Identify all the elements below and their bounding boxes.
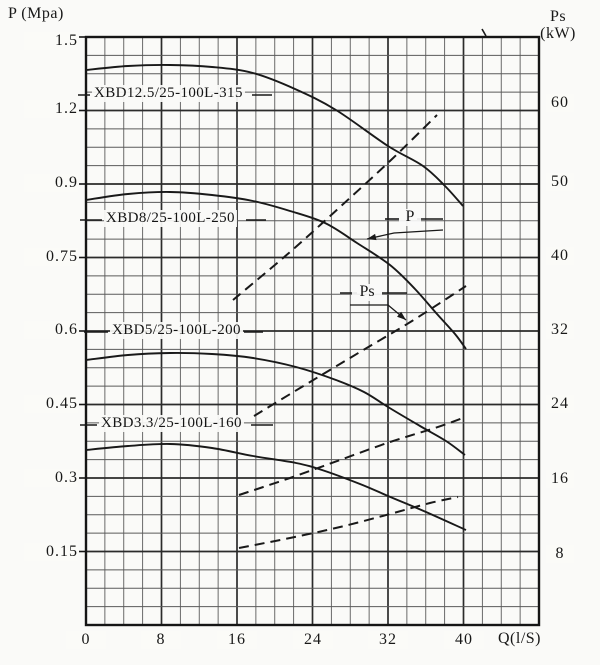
curve-label-xbd5: XBD5/25-100L-200 <box>110 322 243 339</box>
left-axis-title: P (Mpa) <box>8 5 64 22</box>
xbd5-ps-curve <box>238 417 464 496</box>
plot-border <box>84 35 541 627</box>
right-axis-title-symbol: Ps <box>549 8 567 25</box>
p-axis-tick-label-0.6: 0.6 <box>24 321 78 339</box>
xbd3-3-p-curve <box>85 443 467 531</box>
ps-axis-tick-label-32: 32 <box>546 321 574 339</box>
ps-leader-arrowhead <box>397 311 406 320</box>
ps-axis-tick-label-50: 50 <box>546 173 574 191</box>
ps-axis-tick-label-24: 24 <box>546 395 574 413</box>
xbd12-5-p-curve <box>85 64 464 207</box>
ps-axis-tick-label-8: 8 <box>546 545 574 563</box>
xbd3-3-ps-curve <box>238 496 459 549</box>
curve-label-xbd12-5: XBD12.5/25-100L-315 <box>92 85 245 102</box>
q-axis-tick-label-16: 16 <box>217 631 257 649</box>
p-curve-marker-label: P <box>399 208 421 226</box>
p-axis-tick-label-0.9: 0.9 <box>24 174 78 192</box>
scan-speck <box>481 28 487 37</box>
ps-axis-tick-label-16: 16 <box>546 470 574 488</box>
ps-curve-marker-label: Ps <box>352 283 382 301</box>
xbd5-p-curve <box>85 352 466 456</box>
p-axis-tick-label-0.15: 0.15 <box>24 543 78 561</box>
x-axis-title: Q(l/S) <box>498 630 541 647</box>
q-axis-tick-label-8: 8 <box>141 631 181 649</box>
q-axis-tick-label-24: 24 <box>293 631 333 649</box>
ps-axis-tick-label-40: 40 <box>546 247 574 265</box>
p-axis-tick-label-1.5: 1.5 <box>24 32 78 50</box>
q-axis-tick-label-0: 0 <box>66 631 106 649</box>
p-leader-arrowhead <box>367 233 377 241</box>
curve-label-xbd3-3: XBD3.3/25-100L-160 <box>99 415 244 432</box>
p-axis-tick-label-1.2: 1.2 <box>24 100 78 118</box>
q-axis-tick-label-32: 32 <box>368 631 408 649</box>
xbd8-p-curve <box>85 191 467 350</box>
xbd12-5-ps-curve <box>232 114 438 301</box>
p-leader-line <box>366 229 444 240</box>
curve-label-xbd8: XBD8/25-100L-250 <box>104 210 237 227</box>
right-axis-title: Ps (kW) <box>529 8 587 43</box>
p-axis-tick-label-0.3: 0.3 <box>24 469 78 487</box>
p-axis-tick-label-0.75: 0.75 <box>24 248 78 266</box>
ps-axis-tick-label-60: 60 <box>546 94 574 112</box>
xbd8-ps-curve <box>253 285 467 417</box>
right-axis-title-unit: (kW) <box>540 24 576 42</box>
p-axis-tick-label-0.45: 0.45 <box>24 395 78 413</box>
q-axis-tick-label-40: 40 <box>444 631 484 649</box>
